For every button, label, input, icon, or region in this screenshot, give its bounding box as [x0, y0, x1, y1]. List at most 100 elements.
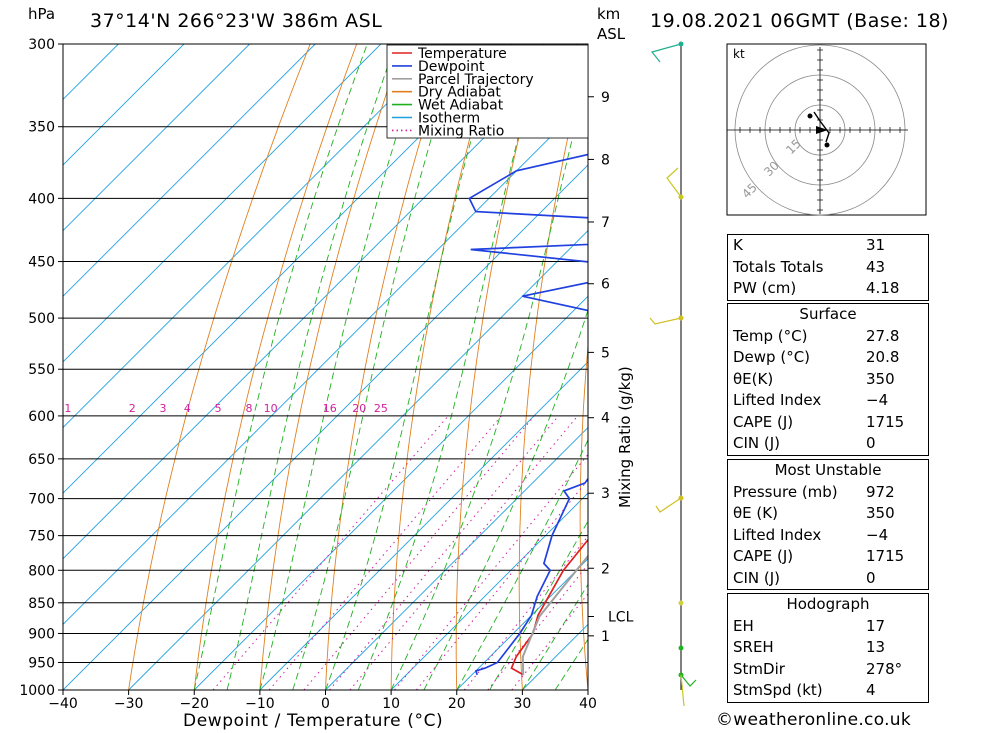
- hpa-unit-label: hPa: [28, 5, 56, 23]
- isotherm-line: [63, 44, 513, 494]
- isotherm-line: [193, 295, 588, 690]
- pressure-tick-label: 700: [28, 492, 55, 508]
- pw-row: PW (cm) 4.18: [733, 279, 900, 297]
- x-tick-label: 20: [448, 696, 466, 712]
- mixing-ratio-label: 25: [374, 402, 388, 415]
- credit-text[interactable]: ©weatheronline.co.uk: [716, 710, 912, 730]
- km-tick-label: 5: [601, 345, 610, 361]
- pressure-tick-label: 1000: [19, 683, 55, 699]
- dry-adiabat-line: [696, 44, 729, 690]
- legend-label: Temperature: [417, 46, 507, 62]
- pressure-tick-label: 600: [28, 409, 55, 425]
- wet-adiabat-line: [259, 44, 427, 690]
- legend-label: Parcel Trajectory: [418, 72, 534, 88]
- wind-barb: [680, 674, 685, 707]
- pressure-tick-label: 450: [28, 255, 55, 271]
- mu-title: Most Unstable: [774, 461, 882, 479]
- wind-barb: [655, 497, 682, 513]
- pressure-tick-label: 500: [28, 311, 55, 327]
- stmdir-row: StmDir 278°: [733, 659, 903, 678]
- x-axis-label: Dewpoint / Temperature (°C): [183, 711, 443, 731]
- indices-panel-hodograph: Hodograph EH 17 SREH 13 StmDir 278° StmSpd …: [727, 593, 929, 703]
- isotherm-line: [63, 164, 588, 690]
- x-tick-label: −30: [114, 696, 144, 712]
- mixing-ratio-label: 5: [215, 402, 222, 415]
- eh-row: EH 17: [733, 616, 886, 635]
- surface-thetae-row: θE(K) 350: [733, 369, 895, 388]
- isotherm-line: [63, 44, 382, 363]
- pressure-tick-label: 400: [28, 191, 55, 207]
- dry-adiabat-line: [325, 44, 451, 690]
- legend-label: Dry Adiabat: [418, 85, 501, 101]
- totals-row: Totals Totals 43: [733, 257, 886, 276]
- dry-adiabat-line: [259, 44, 404, 690]
- mixing-ratio-label: 16: [323, 402, 337, 415]
- surface-cape-row: CAPE (J) 1715: [733, 412, 905, 431]
- mu-cape-row: CAPE (J) 1715: [733, 547, 905, 565]
- x-tick-label: 10: [382, 696, 400, 712]
- pressure-tick-label: 900: [28, 626, 55, 642]
- isotherm-line: [390, 492, 588, 690]
- mixing-ratio-label: 4: [184, 402, 191, 415]
- mu-lifted-row: Lifted Index −4: [733, 525, 889, 544]
- isotherm-line: [63, 44, 316, 297]
- mixing-ratio-line: [303, 415, 535, 690]
- wet-adiabat-line: [489, 520, 588, 690]
- pressure-tick-label: 650: [28, 452, 55, 468]
- legend-label: Dewpoint: [418, 59, 485, 75]
- km-tick-label: 9: [601, 90, 610, 106]
- x-tick-label: 0: [321, 696, 330, 712]
- isotherm-line: [63, 44, 185, 166]
- isotherm-line: [63, 98, 588, 626]
- wet-adiabat-line: [456, 439, 588, 690]
- legend-label: Isotherm: [418, 111, 480, 127]
- mu-pressure-row: Pressure (mb) 972: [733, 482, 895, 501]
- mixing-ratio-label: 20: [352, 402, 366, 415]
- surface-temp-row: Temp (°C) 27.8: [733, 326, 900, 345]
- wind-profile-column: [649, 41, 697, 707]
- hodograph-point: [807, 113, 813, 119]
- dry-adiabat-line: [639, 44, 682, 690]
- wind-barb: [680, 674, 697, 687]
- pressure-tick-label: 350: [28, 120, 55, 136]
- wet-adiabat-line: [325, 44, 500, 690]
- isotherm-line: [63, 44, 447, 429]
- mixing-ratio-line: [349, 415, 579, 690]
- legend-label: Wet Adiabat: [418, 98, 504, 114]
- mixing-ratio-label: 8: [246, 402, 253, 415]
- sreh-row: SREH 13: [733, 638, 886, 656]
- hodograph-title: Hodograph: [786, 595, 870, 613]
- parcel-trajectory-profile: [521, 554, 588, 675]
- pressure-tick-label: 550: [28, 362, 55, 378]
- isotherm-line: [128, 229, 588, 690]
- mixing-ratio-label: 3: [160, 402, 167, 415]
- pressure-tick-label: 850: [28, 596, 55, 612]
- x-tick-label: 30: [513, 696, 531, 712]
- indices-panel-surface: Surface Temp (°C) 27.8 Dewp (°C) 20.8 θE(K…: [727, 303, 929, 456]
- wet-adiabat-line: [522, 583, 588, 690]
- x-tick-label: 40: [579, 696, 597, 712]
- stmspd-row: StmSpd (kt) 4: [733, 681, 876, 699]
- km-tick-label: 8: [601, 152, 610, 168]
- indices-panel-top: K 31 Totals Totals 43 PW (cm) 4.18: [727, 234, 929, 301]
- wet-adiabat-line: [193, 44, 368, 690]
- surface-dewp-row: Dewp (°C) 20.8: [733, 348, 900, 366]
- hodograph-trace: [813, 111, 830, 143]
- km-tick-label: 6: [601, 277, 610, 293]
- dewpoint-profile: [468, 153, 588, 676]
- isotherm-line: [325, 426, 588, 690]
- km-unit-label: km: [597, 5, 621, 23]
- km-tick-label: 3: [601, 486, 610, 502]
- pressure-tick-label: 950: [28, 655, 55, 671]
- isotherm-line: [63, 44, 119, 101]
- surface-lifted-row: Lifted Index −4: [733, 391, 889, 409]
- isotherm-line: [456, 558, 588, 690]
- wind-barb: [650, 43, 682, 63]
- km-tick-label: 2: [601, 561, 610, 577]
- isotherm-line: [63, 44, 250, 232]
- surface-cin-row: CIN (J) 0: [733, 434, 876, 452]
- km-tick-label: 1: [601, 629, 610, 645]
- wet-adiabat-line: [390, 73, 588, 690]
- wet-adiabat-line: [226, 44, 397, 690]
